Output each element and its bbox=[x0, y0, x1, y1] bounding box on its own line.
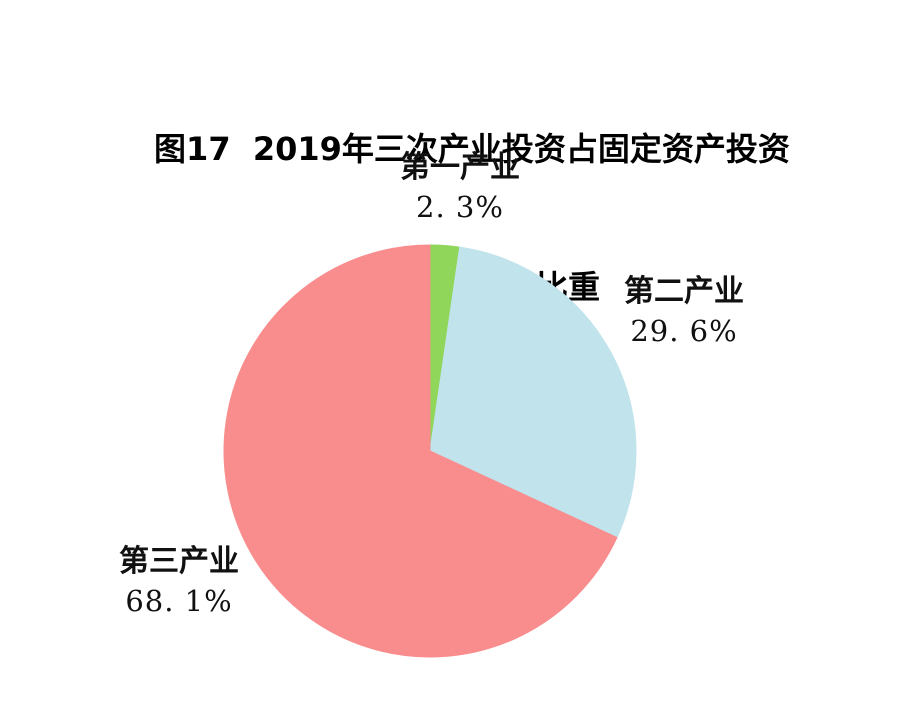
slice-label-secondary-value: 29. 6% bbox=[630, 314, 738, 348]
slice-label-secondary-industry: 第二产业 29. 6% bbox=[534, 272, 834, 350]
slice-label-tertiary-value: 68. 1% bbox=[125, 584, 233, 618]
slice-label-primary-industry: 第一产业 2. 3% bbox=[310, 148, 610, 226]
pie-slice-secondary-industry bbox=[429, 246, 637, 539]
slice-label-primary-name: 第一产业 bbox=[400, 150, 520, 185]
slice-label-tertiary-name: 第三产业 bbox=[119, 544, 239, 579]
slice-label-primary-value: 2. 3% bbox=[416, 190, 504, 224]
pie-slice-tertiary-industry bbox=[223, 244, 618, 658]
slice-label-tertiary-industry: 第三产业 68. 1% bbox=[29, 542, 329, 620]
slice-label-secondary-name: 第二产业 bbox=[624, 274, 744, 309]
chart-title-line1: 图17 2019年三次产业投资占固定资产投资 bbox=[154, 130, 790, 168]
